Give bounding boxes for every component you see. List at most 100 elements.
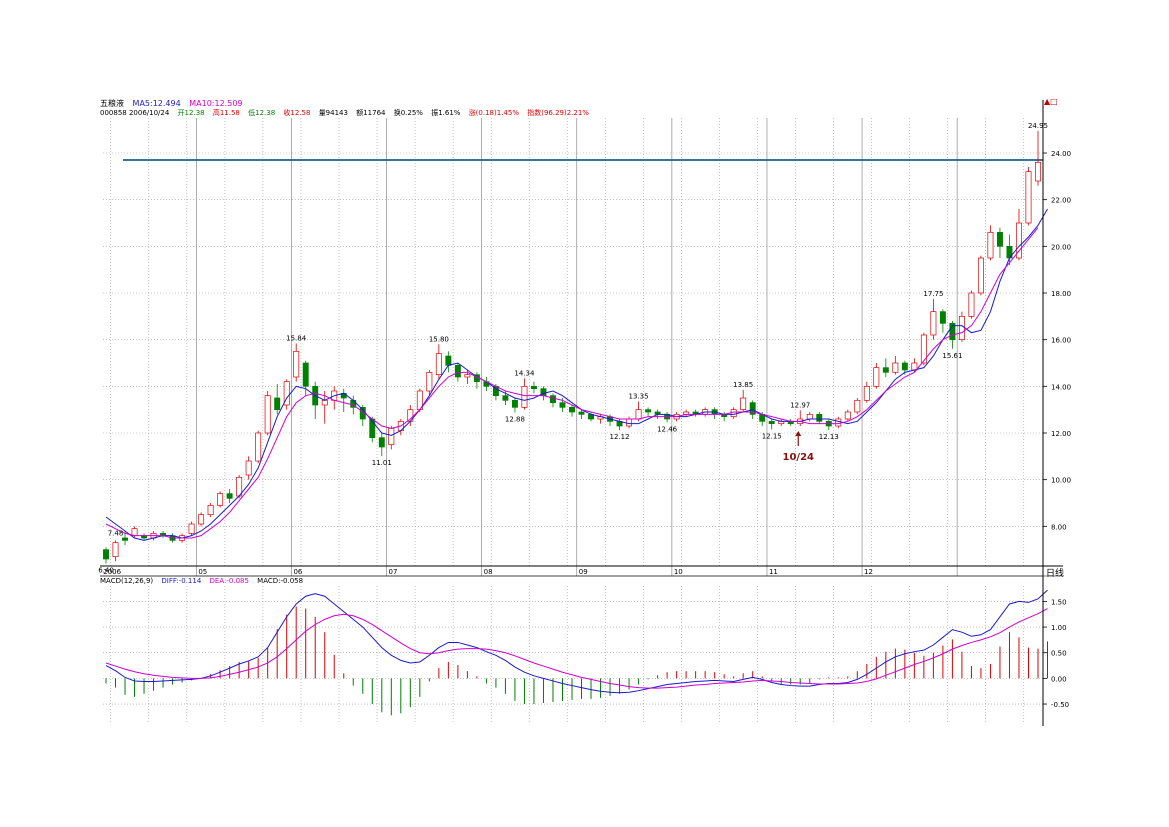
candle-body	[1035, 161, 1041, 182]
line-dea	[105, 608, 1048, 689]
candle-body	[578, 411, 585, 415]
candle-body	[321, 399, 328, 406]
chart-grid	[103, 118, 1043, 722]
chart-axes: 8.00 10.00 12.00 14.00 16.00 18.00 20.00 22.00 2…	[100, 100, 1071, 726]
annotation-label: 24.95	[1028, 122, 1048, 130]
candle-body	[740, 397, 747, 411]
annotation-label: 12.12	[610, 433, 630, 441]
y-tick-label: 20.00	[1051, 243, 1071, 251]
annotation-label: 12.97	[790, 401, 810, 409]
x-tick-label: 06	[293, 568, 302, 576]
macd-y-tick-label: 0.50	[1051, 650, 1067, 658]
candle-body	[264, 395, 271, 434]
candle-body	[930, 311, 937, 336]
annotation-label: 15.80	[429, 335, 449, 343]
candle-body	[530, 385, 537, 390]
annotation-label: 12.13	[819, 433, 839, 441]
y-tick-label: 8.00	[1051, 523, 1067, 531]
candle-body	[388, 427, 395, 446]
x-tick-label: 12	[864, 568, 873, 576]
high-value: 高11.58	[212, 109, 240, 117]
macd-title: MACD(12,26,9)	[100, 577, 154, 585]
candle-body	[426, 371, 433, 392]
macd-info-line: MACD(12,26,9) DIFF:-0.114 DEA:-0.085 MAC…	[100, 577, 309, 585]
candle-body	[949, 322, 956, 341]
annotation-label: 6.40	[98, 567, 114, 575]
candle-body	[968, 292, 975, 317]
candle-body	[768, 420, 775, 425]
candle-body	[730, 409, 737, 418]
candle-body	[939, 311, 946, 324]
candle-body	[302, 362, 309, 387]
candle-body	[255, 432, 262, 462]
index-change-value: 指数(96.29)2.21%	[527, 109, 589, 117]
candle-body	[188, 523, 195, 534]
close-value: 收12.58	[283, 109, 311, 117]
candle-body	[892, 362, 899, 373]
stock-date: 2006/10/24	[128, 109, 170, 117]
candle-body	[559, 402, 566, 408]
marker-label: 10/24	[783, 452, 815, 463]
annotation-label: 11.01	[372, 459, 392, 467]
candle-body	[987, 231, 994, 259]
volume-value: 量94143	[318, 109, 348, 117]
candle-body	[844, 411, 851, 420]
candle-body	[226, 493, 233, 499]
candle-body	[920, 334, 927, 364]
macd-y-tick-label: 0.00	[1051, 675, 1067, 683]
x-tick-label: 08	[484, 568, 493, 576]
candle-body	[502, 395, 509, 401]
stock-info-line-2: 000858 2006/10/24 开12.38 高11.58 低12.38 收…	[100, 108, 595, 118]
x-tick-label: 07	[389, 568, 398, 576]
line-diff	[105, 589, 1048, 694]
candle-body	[445, 355, 452, 366]
x-tick-label: 10	[674, 568, 683, 576]
candle-body	[207, 504, 214, 516]
candle-body	[283, 381, 290, 406]
candle-body	[122, 537, 128, 541]
macd-y-tick-label: 1.00	[1051, 624, 1067, 632]
candle-body	[911, 362, 918, 371]
low-value: 低12.38	[248, 109, 276, 117]
macd-dea-value: DEA:-0.085	[209, 577, 249, 585]
x-tick-label: 09	[579, 568, 588, 576]
candle-body	[996, 231, 1003, 247]
annotation-label: 17.75	[923, 290, 943, 298]
annotation-label: 12.46	[657, 425, 678, 433]
candle-body	[245, 460, 252, 476]
candle-body	[131, 528, 138, 537]
annotation-label: 13.85	[733, 381, 753, 389]
y-tick-label: 14.00	[1051, 383, 1071, 391]
candle-body	[521, 385, 528, 408]
annotation-label: 14.34	[514, 369, 535, 377]
marker-arrow-head	[795, 431, 802, 436]
annotation-label: 15.61	[942, 352, 962, 360]
candle-body	[901, 362, 908, 371]
candle-body	[378, 437, 385, 448]
stock-name: 五粮液	[100, 99, 124, 108]
x-tick-label: 2006	[103, 568, 121, 576]
stock-info-line-1: 五粮液 MA5:12.494 MA10:12.509	[100, 98, 249, 109]
annotation-label: 7.48	[108, 529, 124, 537]
macd-diff-value: DIFF:-0.114	[161, 577, 202, 585]
candle-body	[293, 350, 300, 378]
candle-body	[454, 364, 461, 378]
candle-body	[749, 402, 756, 415]
y-tick-label: 10.00	[1051, 477, 1071, 485]
macd-y-tick-label: 1.50	[1051, 598, 1067, 606]
y-tick-label: 22.00	[1051, 197, 1071, 205]
candle-body	[977, 257, 984, 294]
macd-panel	[105, 589, 1049, 716]
zoom-icon[interactable]: ▲□	[1044, 97, 1058, 106]
candle-body	[635, 409, 642, 420]
period-label[interactable]: 日线	[1046, 569, 1065, 579]
candle-body	[464, 374, 471, 378]
candle-body	[882, 367, 889, 373]
annotation-label: 12.88	[505, 415, 525, 423]
candle-body	[112, 542, 119, 558]
annotation-label: 15.84	[286, 334, 307, 342]
y-tick-label: 18.00	[1051, 290, 1071, 298]
candle-body	[1016, 222, 1022, 259]
candle-body	[626, 418, 633, 427]
candle-body	[873, 367, 880, 387]
